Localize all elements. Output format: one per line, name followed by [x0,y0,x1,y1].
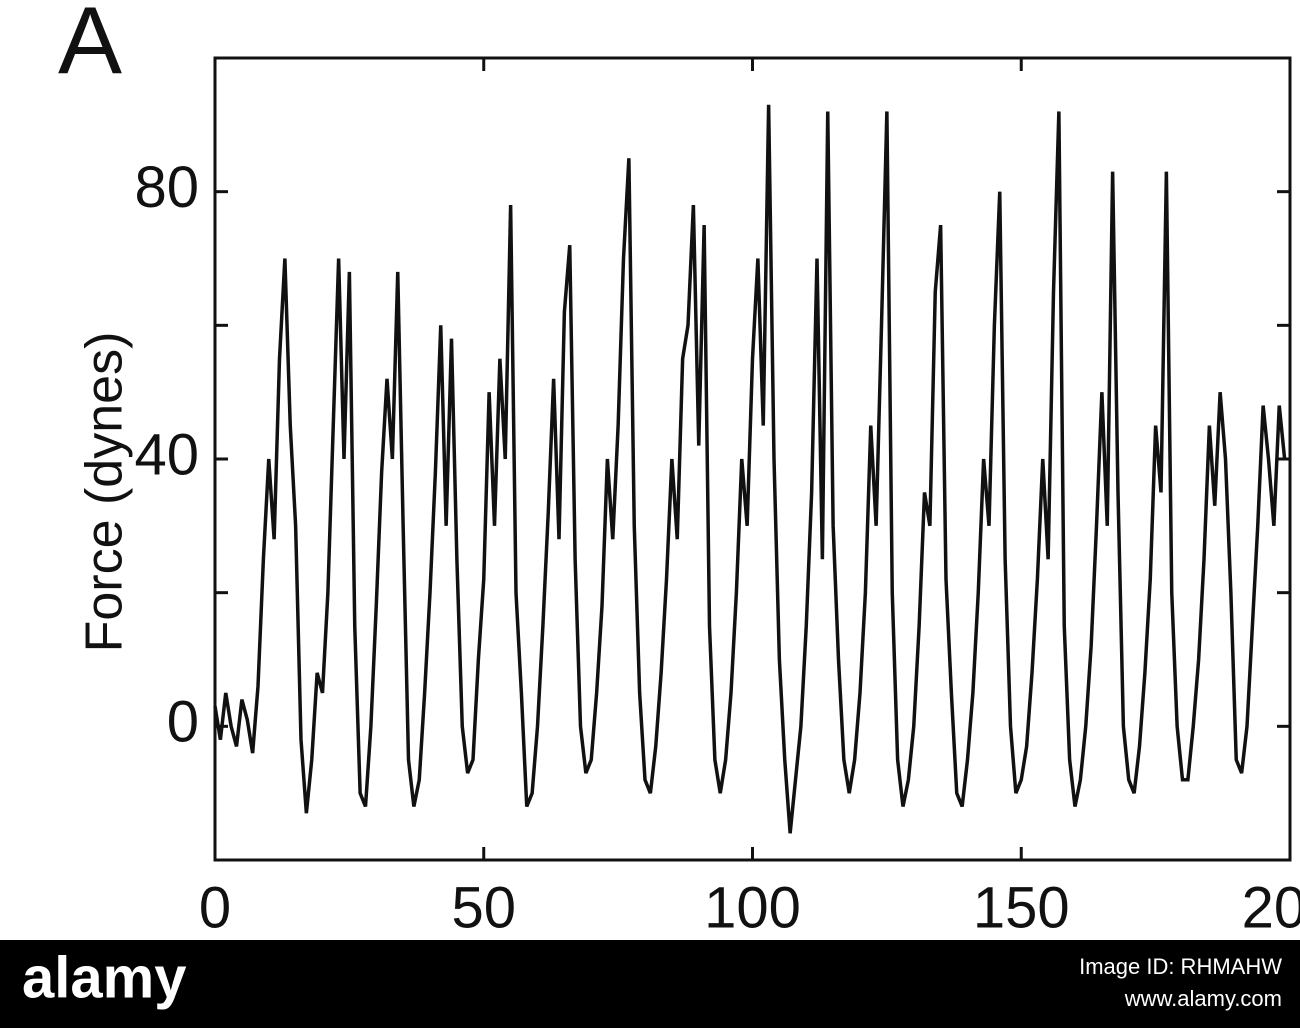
watermark-brand: alamy [22,945,186,1010]
x-tick-label: 100 [704,875,801,940]
x-tick-label: 150 [973,875,1070,940]
watermark-bar [0,940,1300,1028]
force-trace [213,104,1287,834]
x-tick-label: 200 [1242,875,1300,940]
y-tick-label: 0 [167,690,199,755]
x-tick-label: 50 [451,875,516,940]
plot-frame [213,56,1292,862]
panel-label: A [58,0,122,94]
watermark-id: Image ID: RHMAHW [1079,954,1282,979]
y-tick-label: 40 [134,422,199,487]
y-axis-title: Force (dynes) [76,332,134,653]
watermark-site: www.alamy.com [1124,986,1282,1011]
y-tick-label: 80 [134,155,199,220]
x-tick-label: 0 [199,875,231,940]
